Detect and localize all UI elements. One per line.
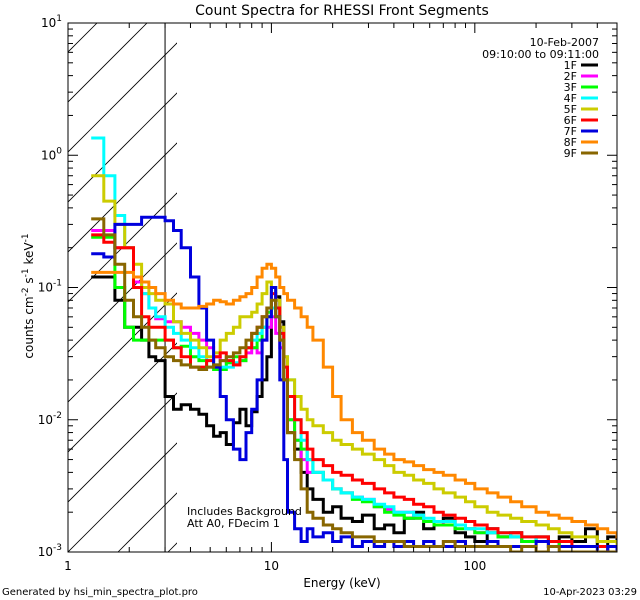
annotation-background: Includes Background: [187, 505, 302, 518]
x-tick-label: 1: [64, 559, 72, 573]
series-line-5F: [91, 174, 617, 548]
legend-label-6F: 6F: [564, 114, 577, 127]
legend-label-4F: 4F: [564, 92, 577, 105]
chart-title: Count Spectra for RHESSI Front Segments: [195, 3, 489, 19]
series-lines: [91, 136, 617, 552]
legend-label-7F: 7F: [564, 125, 577, 138]
date-label: 10-Feb-2007: [530, 36, 599, 49]
y-tick-label: 10-3: [38, 543, 62, 559]
y-tick-label: 10-1: [38, 279, 62, 295]
x-tick-label: 100: [463, 559, 486, 573]
series-line-6F: [91, 233, 617, 552]
series-line-7F: [91, 215, 617, 552]
series-line-9F: [91, 217, 617, 552]
footer-timestamp: 10-Apr-2023 03:29: [543, 587, 637, 598]
legend-label-9F: 9F: [564, 147, 577, 160]
y-tick-label: 10-2: [38, 411, 62, 427]
hatch-line: [68, 392, 177, 503]
y-tick-label: 101: [41, 14, 62, 30]
legend-label-2F: 2F: [564, 70, 577, 83]
x-axis-label: Energy (keV): [303, 576, 380, 590]
annotation-attenuator: Att A0, FDecim 1: [187, 517, 280, 530]
axis-tick-labels: 1 10 100 10-3 10-2 10-1 100 101: [38, 14, 487, 573]
hatch-line: [68, 242, 177, 353]
axis-ticks: [67, 23, 618, 553]
time-range-label: 09:10:00 to 09:11:00: [482, 48, 599, 61]
hatch-line: [68, 192, 177, 303]
legend-label-8F: 8F: [564, 136, 577, 149]
hatch-line: [68, 442, 177, 552]
legend-label-3F: 3F: [564, 81, 577, 94]
series-line-8F: [91, 262, 617, 539]
legend-label-5F: 5F: [564, 103, 577, 116]
hatch-line: [68, 23, 148, 103]
legend-label-1F: 1F: [564, 59, 577, 72]
y-tick-label: 100: [41, 146, 62, 162]
footer-generated-by: Generated by hsi_min_spectra_plot.pro: [2, 587, 198, 598]
x-tick-label: 10: [264, 559, 279, 573]
hatch-line: [68, 42, 177, 153]
y-axis-label: counts cm-2 s-1 keV-1: [21, 233, 36, 358]
attenuator-hatch: [68, 23, 177, 552]
